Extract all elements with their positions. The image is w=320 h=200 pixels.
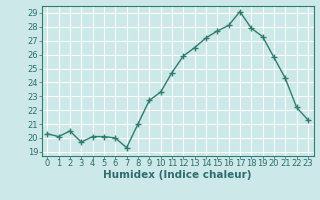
X-axis label: Humidex (Indice chaleur): Humidex (Indice chaleur) — [103, 170, 252, 180]
